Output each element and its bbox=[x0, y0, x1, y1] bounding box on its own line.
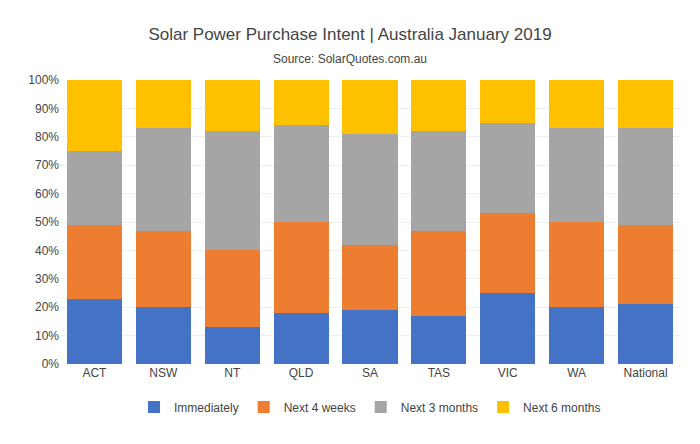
svg-text:Next 4 weeks: Next 4 weeks bbox=[284, 401, 356, 415]
svg-text:NT: NT bbox=[224, 366, 241, 380]
svg-text:SA: SA bbox=[362, 366, 378, 380]
svg-text:Next 6 months: Next 6 months bbox=[523, 401, 600, 415]
svg-text:20%: 20% bbox=[35, 300, 59, 314]
svg-text:80%: 80% bbox=[35, 130, 59, 144]
svg-text:National: National bbox=[624, 366, 668, 380]
svg-text:Next 3 months: Next 3 months bbox=[401, 401, 478, 415]
svg-text:Solar Power Purchase Intent |: Solar Power Purchase Intent | Australia … bbox=[148, 25, 551, 44]
svg-text:ACT: ACT bbox=[82, 366, 107, 380]
svg-text:60%: 60% bbox=[35, 187, 59, 201]
svg-text:WA: WA bbox=[567, 366, 586, 380]
svg-text:NSW: NSW bbox=[149, 366, 178, 380]
svg-text:100%: 100% bbox=[28, 73, 59, 87]
svg-text:10%: 10% bbox=[35, 329, 59, 343]
svg-text:50%: 50% bbox=[35, 215, 59, 229]
svg-text:30%: 30% bbox=[35, 272, 59, 286]
svg-text:Immediately: Immediately bbox=[174, 401, 239, 415]
svg-text:90%: 90% bbox=[35, 102, 59, 116]
svg-text:QLD: QLD bbox=[289, 366, 314, 380]
svg-text:VIC: VIC bbox=[498, 366, 518, 380]
svg-text:TAS: TAS bbox=[428, 366, 450, 380]
svg-text:0%: 0% bbox=[42, 357, 60, 371]
svg-text:Source: SolarQuotes.com.au: Source: SolarQuotes.com.au bbox=[273, 52, 427, 66]
svg-text:40%: 40% bbox=[35, 244, 59, 258]
svg-text:70%: 70% bbox=[35, 158, 59, 172]
